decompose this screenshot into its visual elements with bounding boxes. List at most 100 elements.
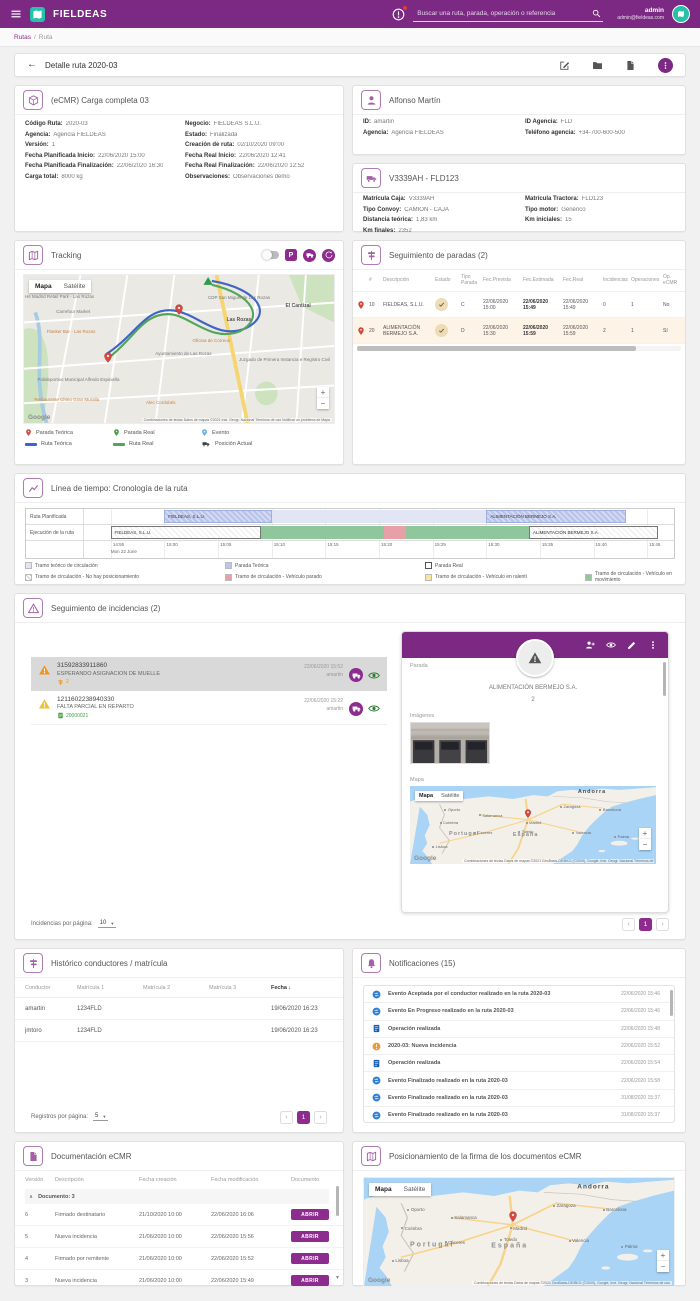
edit-route-button[interactable] [559,60,570,71]
tracking-toggle[interactable] [262,249,279,260]
notification-item[interactable]: Evento Finalizado realizado en la ruta 2… [364,1072,674,1090]
tracking-card: Tracking P [14,240,344,465]
breadcrumb-rutas[interactable]: Rutas [14,33,31,41]
notifications-scrollbar[interactable] [670,990,673,1118]
document-button[interactable] [625,60,636,71]
prev-page-button[interactable]: ‹ [622,917,635,931]
panel-scrollbar[interactable] [663,662,666,908]
assign-person-button[interactable] [585,640,595,650]
avatar[interactable] [672,5,690,23]
incident-id: 1211602238940330 [57,695,115,703]
document-group-row[interactable]: ∧ Documento: 3 [25,1189,329,1204]
more-options-button[interactable] [658,57,673,73]
signature-pin-icon[interactable] [524,808,533,819]
refresh-history-button[interactable] [322,248,335,262]
timeline-segment[interactable]: FIELDEAS, S.L.U. [110,526,261,539]
field-value: 22/06/2020 16:30 [116,163,164,169]
stop-pin-icon[interactable] [102,351,113,364]
open-document-button[interactable]: ABRIR [291,1253,329,1264]
incident-item[interactable]: 31592833911860 ESPERANDO ASIGNACION DE MU… [31,657,387,691]
timeline-segment[interactable]: ALIMENTACIÓN BERMEJO S.A. [528,526,659,539]
history-row[interactable]: amartin 1234FLD 19/06/2020 16:23 [15,998,343,1020]
timeline-segment[interactable] [261,526,385,539]
field-row: ID: amartin [363,119,513,125]
zoom-in-button[interactable]: + [657,1250,669,1261]
horizontal-scrollbar[interactable] [357,346,681,351]
document-row[interactable]: 4 Firmado por remitente 21/06/2020 10:00 22… [15,1248,343,1270]
zoom-out-button[interactable]: − [320,399,326,408]
stops-table-row[interactable]: 20 ALIMENTACIÓN BERMEJO S.A. D 22/06/2020 1… [353,318,685,344]
more-button[interactable] [648,640,658,650]
search-input[interactable] [415,9,589,18]
signature-map[interactable]: Portugal España Andorra Oporto Coimbra Lisboa… [363,1177,675,1287]
scroll-down-arrow[interactable]: ▼ [335,1275,340,1281]
history-table-body: amartin 1234FLD 19/06/2020 16:23 jmtoro 1234… [15,998,343,1042]
per-page-select[interactable]: 5 ▼ [93,1113,109,1121]
incident-user: amartin [326,672,343,678]
notification-item[interactable]: Evento Finalizado realizado en la ruta 2… [364,1090,674,1108]
next-page-button[interactable]: › [314,1110,327,1124]
legend-item: Ruta Teórica [25,440,113,448]
open-document-button[interactable]: ABRIR [291,1275,329,1286]
view-incident-button[interactable] [368,704,380,713]
document-row[interactable]: 6 Firmado destinatario 21/10/2020 10:00 22/… [15,1204,343,1226]
document-row[interactable]: 5 Nueva incidencia 21/06/2020 10:00 22/06/2… [15,1226,343,1248]
timeline-segment[interactable] [384,526,406,539]
open-document-button[interactable]: ABRIR [291,1209,329,1220]
notification-item[interactable]: Operación realizada 22/06/2020 15:54 [364,1055,674,1073]
notification-item[interactable]: Evento Aceptada por el conductor realiza… [364,986,674,1004]
parking-button[interactable]: P [285,249,297,261]
current-page[interactable]: 1 [297,1110,310,1124]
alerts-icon[interactable] [392,5,408,21]
timeline-segment[interactable] [405,526,529,539]
stops-table-row[interactable]: 10 FIELDEAS, S.L.U. C 22/06/2020 15:00 22/06… [353,292,685,318]
current-page[interactable]: 1 [639,917,652,931]
per-page-select[interactable]: 10 ▼ [97,920,117,928]
assign-vehicle-button[interactable] [349,701,363,716]
prev-page-button[interactable]: ‹ [280,1110,293,1124]
zoom-in-button[interactable]: + [639,828,651,839]
map-button[interactable]: Mapa [415,791,438,801]
map-button[interactable]: Mapa [369,1183,398,1196]
history-row[interactable]: jmtoro 1234FLD 19/06/2020 16:23 [15,1020,343,1042]
zoom-in-button[interactable]: + [317,387,329,398]
field-value: 22/06/2020 15:00 [98,152,145,159]
signature-pin-icon[interactable] [507,1210,518,1223]
map-button[interactable]: Mapa [29,280,58,293]
notification-item[interactable]: 2020-03: Nueva incidencia 22/06/2020 15:5… [364,1038,674,1056]
search-icon[interactable] [592,9,601,18]
documents-scrollbar[interactable] [336,1186,339,1271]
timeline-segment[interactable]: FIELDEAS, S.L.U. [164,510,272,523]
notification-item[interactable]: Operación realizada 22/06/2020 15:48 [364,1021,674,1038]
folder-button[interactable] [592,60,603,71]
menu-icon[interactable] [10,8,22,20]
stop-pin-icon[interactable] [174,303,185,316]
edit-incident-button[interactable] [627,640,637,650]
timeline-segment[interactable]: ALIMENTACIÓN BERMEJO S.A. [486,510,626,523]
tracking-map[interactable]: Hit Madrid Retail Park - Las Rozas Carref… [23,274,335,424]
document-row[interactable]: 3 Nueva incidencia 21/06/2020 10:00 22/06/2… [15,1270,343,1292]
view-incident-button[interactable] [368,671,380,680]
notification-item[interactable]: Evento Finalizado realizado en la ruta 2… [364,1107,674,1123]
next-page-button[interactable]: › [656,917,669,931]
satellite-button[interactable]: Satélite [57,280,92,293]
documents-table-header: Versión Descripción Fecha creación Fecha mo… [15,1171,343,1189]
notification-item[interactable]: Evento En Progreso realizado en la ruta … [364,1003,674,1021]
incident-image-thumbnail[interactable] [410,722,490,764]
back-arrow-icon[interactable]: ← [27,59,37,70]
vehicle-position-button[interactable] [303,248,316,262]
assign-vehicle-button[interactable] [349,668,363,682]
null [372,1024,381,1033]
satellite-button[interactable]: Satélite [437,791,464,801]
satellite-button[interactable]: Satélite [397,1183,432,1196]
zoom-out-button[interactable]: − [660,1262,666,1271]
timeline-segment[interactable] [271,510,487,523]
open-document-button[interactable]: ABRIR [291,1231,329,1242]
incident-item[interactable]: 1211602238940330 FALTA PARCIAL EN REPARTO… [31,691,387,725]
zoom-out-button[interactable]: − [642,840,648,849]
view-button[interactable] [606,641,616,649]
event-icon [372,990,381,999]
incident-map[interactable]: Portugal España Andorra Oporto Coimbra Lisboa… [410,786,656,864]
warning-icon [23,598,43,618]
incident-id: 31592833911860 [57,662,108,669]
